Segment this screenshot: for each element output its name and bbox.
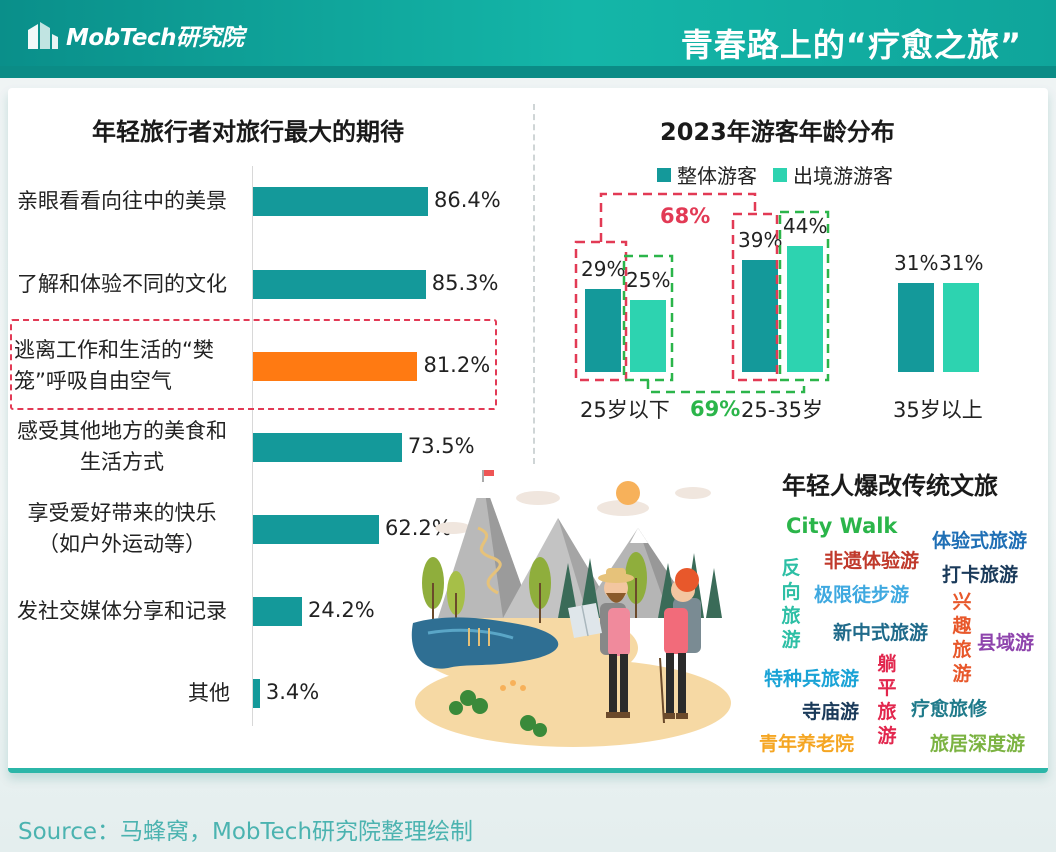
green-bracket <box>622 210 830 394</box>
col-1-1 <box>585 288 621 372</box>
bar-value-3: 81.2% <box>423 353 491 377</box>
col-value-1-2: 39% <box>738 228 783 253</box>
bar-label-1: 亲眼看看向往中的美景 <box>0 186 244 217</box>
word-tag-1: City Walk <box>786 514 898 538</box>
bar-4 <box>253 433 402 462</box>
bar-6 <box>253 597 303 626</box>
bar-label-2-line-1: 了解和体验不同的文化 <box>17 272 227 296</box>
bar-value-7: 3.4% <box>265 680 320 704</box>
bar-value-4: 73.5% <box>407 434 475 458</box>
left-chart-title: 年轻旅行者对旅行最大的期待 <box>92 118 404 146</box>
legend-swatch-overall <box>657 167 671 182</box>
logo: MobTech研究院 <box>26 18 244 52</box>
word-tag-9: 县域游 <box>977 632 1035 654</box>
word-tag-15: 旅居深度游 <box>930 733 1026 755</box>
bar-label-4: 感受其他地方的美食和 生活方式 <box>0 416 244 478</box>
logo-text: MobTech研究院 <box>66 25 244 51</box>
col-value-1-3: 31% <box>894 251 939 276</box>
bar-1 <box>253 187 428 216</box>
category-label-3: 35岁以上 <box>893 398 983 422</box>
bar-label-6-line-1: 发社交媒体分享和记录 <box>17 599 227 623</box>
word-tag-5: 反向旅游 <box>781 557 801 651</box>
left-chart-axis <box>252 166 253 726</box>
vertical-divider <box>533 104 535 464</box>
annotation-68: 68% <box>660 204 711 228</box>
red-bracket <box>574 192 779 382</box>
source-note: Source：马蜂窝，MobTech研究院整理绘制 <box>18 819 474 845</box>
hiking-illustration <box>411 470 731 747</box>
bar-label-3-line-1: 逃离工作和生活的“樊 <box>14 338 214 362</box>
bar-label-2: 了解和体验不同的文化 <box>0 269 244 300</box>
word-cloud-title: 年轻人爆改传统文旅 <box>782 472 998 500</box>
word-tag-3: 体验式旅游 <box>932 530 1028 552</box>
col-1-3 <box>898 283 934 372</box>
bar-value-6: 24.2% <box>308 598 375 622</box>
bar-2 <box>253 270 426 299</box>
word-tag-10: 特种兵旅游 <box>764 668 860 690</box>
word-tag-12: 疗愈旅修 <box>911 698 988 720</box>
legend-label-outbound: 出境游游客 <box>793 164 893 188</box>
col-1-2 <box>742 260 778 372</box>
page-title: 青春路上的“疗愈之旅” <box>680 26 1022 64</box>
bar-5 <box>253 515 379 544</box>
bar-label-3-line-2: 笼”呼吸自由空气 <box>14 369 172 393</box>
bar-label-3: 逃离工作和生活的“樊 笼”呼吸自由空气 <box>14 335 214 397</box>
bar-label-7-line-1: 其他 <box>188 681 230 705</box>
bar-label-5: 享受爱好带来的快乐 （如户外运动等） <box>0 498 244 560</box>
word-tag-2: 非遗体验游 <box>824 550 920 572</box>
word-tag-13: 寺庙游 <box>802 701 860 723</box>
header-banner: MobTech研究院 青春路上的“疗愈之旅” <box>0 0 1056 78</box>
bar-7 <box>253 679 260 708</box>
age-chart-legend: 整体游客 出境游游客 <box>657 160 893 189</box>
bar-label-4-line-2: 生活方式 <box>80 450 164 474</box>
col-2-3 <box>943 283 979 372</box>
highlight-dashed-box <box>10 319 497 410</box>
word-tag-6: 极限徒步游 <box>814 584 910 606</box>
bar-label-5-line-1: 享受爱好带来的快乐 <box>27 501 217 525</box>
legend-swatch-outbound <box>773 167 787 182</box>
word-tag-4: 打卡旅游 <box>942 564 1019 586</box>
word-tag-8: 新中式旅游 <box>833 622 929 644</box>
col-value-1-1: 29% <box>581 256 626 281</box>
word-tag-14: 青年养老院 <box>759 733 855 755</box>
right-chart-title: 2023年游客年龄分布 <box>660 118 895 146</box>
annotation-69: 69% <box>690 397 741 421</box>
bar-label-5-line-2: （如户外运动等） <box>38 532 206 556</box>
bar-label-7: 其他 <box>188 678 230 709</box>
bar-label-1-line-1: 亲眼看看向往中的美景 <box>17 189 227 213</box>
legend-label-overall: 整体游客 <box>677 164 757 188</box>
word-tag-11: 躺平旅游 <box>877 653 897 747</box>
col-value-2-1: 25% <box>626 268 671 293</box>
header-shade <box>0 66 1056 78</box>
bar-label-6: 发社交媒体分享和记录 <box>0 596 244 627</box>
category-label-1: 25岁以下 <box>580 398 670 422</box>
bar-value-2: 85.3% <box>431 271 499 295</box>
bar-value-1: 86.4% <box>434 188 501 212</box>
bar-3 <box>253 352 418 381</box>
col-2-1 <box>630 300 666 372</box>
category-label-2: 25-35岁 <box>741 398 824 422</box>
bar-label-4-line-1: 感受其他地方的美食和 <box>17 419 227 443</box>
col-value-2-2: 44% <box>783 214 828 238</box>
col-2-2 <box>787 246 823 372</box>
col-value-2-3: 31% <box>939 251 984 276</box>
word-tag-7: 兴趣旅游 <box>952 591 972 685</box>
building-logo-icon <box>28 22 58 49</box>
